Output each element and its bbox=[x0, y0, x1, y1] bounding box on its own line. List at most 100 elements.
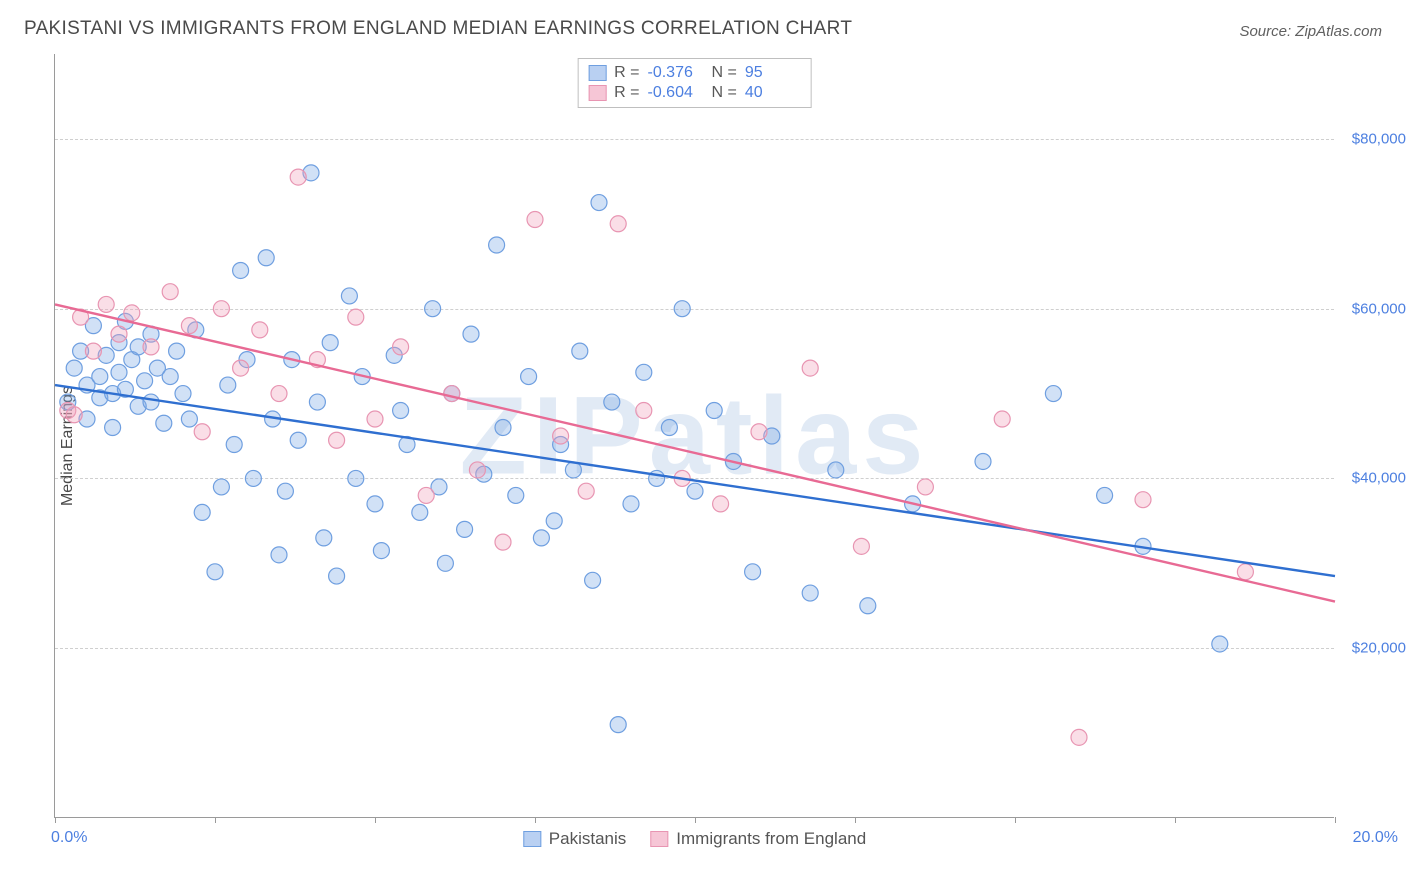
scatter-point bbox=[975, 453, 991, 469]
scatter-point bbox=[828, 462, 844, 478]
plot-area: ZIPatlas $20,000$40,000$60,000$80,000 R … bbox=[54, 54, 1334, 818]
x-tick bbox=[535, 817, 536, 823]
scatter-point bbox=[572, 343, 588, 359]
legend-item-england: Immigrants from England bbox=[650, 829, 866, 849]
scatter-point bbox=[610, 216, 626, 232]
scatter-point bbox=[329, 568, 345, 584]
scatter-point bbox=[348, 309, 364, 325]
x-min-label: 0.0% bbox=[51, 829, 87, 847]
scatter-point bbox=[469, 462, 485, 478]
x-max-label: 20.0% bbox=[1353, 829, 1398, 847]
scatter-point bbox=[393, 339, 409, 355]
scatter-point bbox=[245, 470, 261, 486]
scatter-point bbox=[418, 487, 434, 503]
scatter-point bbox=[425, 301, 441, 317]
scatter-point bbox=[169, 343, 185, 359]
y-tick-label: $40,000 bbox=[1342, 470, 1406, 487]
scatter-point bbox=[226, 436, 242, 452]
scatter-point bbox=[156, 415, 172, 431]
x-tick bbox=[375, 817, 376, 823]
scatter-point bbox=[66, 360, 82, 376]
scatter-point bbox=[444, 386, 460, 402]
y-tick-label: $20,000 bbox=[1342, 640, 1406, 657]
swatch-icon bbox=[523, 831, 541, 847]
n-value-england: 40 bbox=[745, 84, 801, 102]
scatter-point bbox=[207, 564, 223, 580]
scatter-point bbox=[802, 585, 818, 601]
scatter-point bbox=[745, 564, 761, 580]
scatter-point bbox=[143, 339, 159, 355]
scatter-point bbox=[604, 394, 620, 410]
scatter-point bbox=[853, 538, 869, 554]
n-label: N = bbox=[712, 64, 737, 82]
scatter-point bbox=[585, 572, 601, 588]
scatter-point bbox=[175, 386, 191, 402]
scatter-point bbox=[220, 377, 236, 393]
scatter-point bbox=[661, 420, 677, 436]
x-tick bbox=[1335, 817, 1336, 823]
swatch-icon bbox=[588, 85, 606, 101]
scatter-point bbox=[367, 411, 383, 427]
scatter-point bbox=[591, 195, 607, 211]
swatch-icon bbox=[650, 831, 668, 847]
scatter-point bbox=[546, 513, 562, 529]
scatter-point bbox=[802, 360, 818, 376]
scatter-point bbox=[66, 407, 82, 423]
scatter-point bbox=[578, 483, 594, 499]
scatter-point bbox=[521, 369, 537, 385]
scatter-point bbox=[105, 420, 121, 436]
scatter-point bbox=[322, 335, 338, 351]
scatter-point bbox=[1212, 636, 1228, 652]
legend-label: Immigrants from England bbox=[676, 829, 866, 849]
scatter-point bbox=[124, 305, 140, 321]
scatter-point bbox=[860, 598, 876, 614]
scatter-point bbox=[290, 169, 306, 185]
scatter-point bbox=[277, 483, 293, 499]
scatter-point bbox=[489, 237, 505, 253]
scatter-point bbox=[367, 496, 383, 512]
scatter-point bbox=[1237, 564, 1253, 580]
scatter-point bbox=[181, 318, 197, 334]
scatter-point bbox=[92, 369, 108, 385]
scatter-point bbox=[1071, 729, 1087, 745]
chart-title: PAKISTANI VS IMMIGRANTS FROM ENGLAND MED… bbox=[24, 18, 852, 40]
scatter-point bbox=[85, 343, 101, 359]
series-legend: Pakistanis Immigrants from England bbox=[523, 829, 866, 849]
scatter-point bbox=[495, 534, 511, 550]
scatter-point bbox=[290, 432, 306, 448]
scatter-point bbox=[994, 411, 1010, 427]
scatter-point bbox=[271, 386, 287, 402]
scatter-point bbox=[98, 296, 114, 312]
scatter-point bbox=[412, 504, 428, 520]
scatter-point bbox=[713, 496, 729, 512]
scatter-point bbox=[194, 424, 210, 440]
r-label: R = bbox=[614, 64, 639, 82]
legend-label: Pakistanis bbox=[549, 829, 626, 849]
scatter-point bbox=[527, 212, 543, 228]
scatter-point bbox=[706, 403, 722, 419]
scatter-point bbox=[341, 288, 357, 304]
scatter-point bbox=[252, 322, 268, 338]
scatter-point bbox=[1097, 487, 1113, 503]
scatter-point bbox=[373, 543, 389, 559]
scatter-point bbox=[329, 432, 345, 448]
scatter-point bbox=[213, 301, 229, 317]
scatter-point bbox=[508, 487, 524, 503]
correlation-legend: R = -0.376 N = 95 R = -0.604 N = 40 bbox=[577, 58, 812, 108]
n-label: N = bbox=[712, 84, 737, 102]
scatter-point bbox=[917, 479, 933, 495]
scatter-point bbox=[233, 360, 249, 376]
r-value-england: -0.604 bbox=[648, 84, 704, 102]
r-label: R = bbox=[614, 84, 639, 102]
scatter-point bbox=[271, 547, 287, 563]
legend-item-pakistanis: Pakistanis bbox=[523, 829, 626, 849]
swatch-icon bbox=[588, 65, 606, 81]
scatter-point bbox=[316, 530, 332, 546]
scatter-point bbox=[162, 284, 178, 300]
scatter-point bbox=[258, 250, 274, 266]
scatter-point bbox=[111, 326, 127, 342]
scatter-point bbox=[623, 496, 639, 512]
scatter-point bbox=[636, 364, 652, 380]
r-value-pakistanis: -0.376 bbox=[648, 64, 704, 82]
scatter-svg bbox=[55, 54, 1334, 817]
